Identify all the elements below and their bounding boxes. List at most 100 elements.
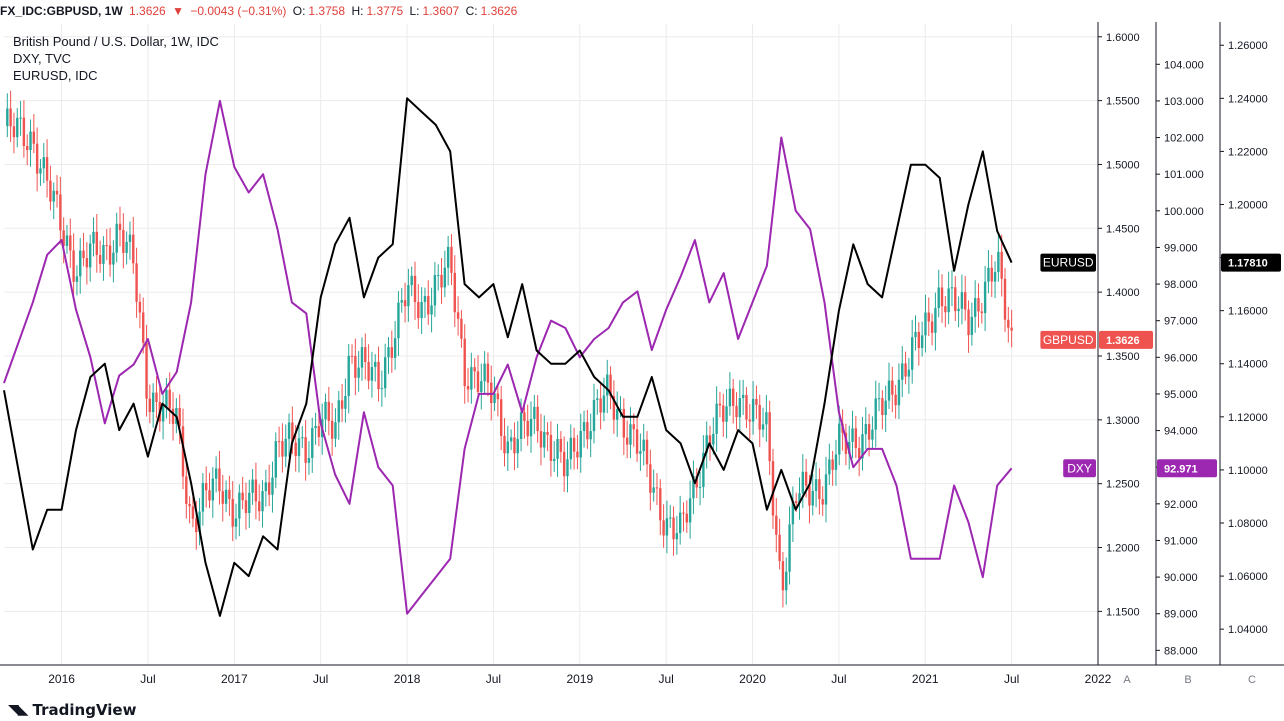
axis-c-tick-label: 1.06000 — [1228, 571, 1268, 583]
gbpusd-candle — [735, 405, 738, 418]
axis-c-tick-label: 1.14000 — [1228, 359, 1268, 371]
gbpusd-candle — [519, 412, 523, 439]
gbpusd-candle — [924, 312, 927, 336]
gbpusd-candle — [927, 312, 930, 322]
gbpusd-candle — [954, 287, 957, 312]
gbpusd-candle — [967, 309, 970, 335]
gbpusd-candle — [102, 245, 105, 264]
gbpusd-candle — [347, 355, 350, 397]
gbpusd-candle — [334, 422, 337, 439]
gbpusd-candle — [821, 499, 824, 505]
gbpusd-candle — [446, 246, 450, 268]
axis-b-tick-label: 99.000 — [1164, 242, 1198, 254]
x-tick-label: 2016 — [48, 672, 75, 686]
gbpusd-candle — [596, 398, 599, 401]
gbpusd-candle — [49, 180, 52, 202]
axis-b-tick-label: 92.000 — [1164, 499, 1198, 511]
axis-b-tick-label: 91.000 — [1164, 535, 1198, 547]
gbpusd-candle — [427, 295, 430, 315]
gbpusd-candle — [516, 438, 519, 454]
plot-area[interactable] — [3, 90, 1013, 617]
gbpusd-candle — [72, 250, 75, 282]
x-tick-label: 2019 — [566, 672, 593, 686]
gbpusd-candle — [287, 422, 291, 439]
gbpusd-candle — [340, 400, 344, 409]
gbpusd-candle — [85, 258, 89, 268]
axis-b-tick-label: 102.000 — [1164, 133, 1204, 145]
gbpusd-candle — [423, 295, 427, 302]
gbpusd-candle — [264, 482, 268, 492]
gbpusd-candle — [188, 504, 191, 507]
gbpusd-candle — [642, 439, 645, 452]
gbpusd-candle — [785, 571, 788, 591]
gbpusd-candle — [59, 194, 62, 231]
gbpusd-candle — [198, 511, 201, 533]
gbpusd-candle — [178, 408, 181, 427]
gbpusd-candle — [562, 451, 566, 477]
chart[interactable]: British Pound / U.S. Dollar, 1W, IDC DXY… — [0, 22, 1284, 699]
gbpusd-candle — [377, 361, 380, 390]
gbpusd-candle — [688, 498, 692, 523]
x-tick-label: 2020 — [739, 672, 766, 686]
price-change: −0.0043 (−0.31%) — [190, 4, 287, 18]
gbpusd-candle — [201, 483, 205, 512]
gbpusd-candle — [307, 457, 311, 463]
gbpusd-candle — [728, 388, 732, 407]
gbpusd-candle — [281, 441, 284, 457]
gbpusd-candle — [506, 441, 510, 454]
footer: ◥◣ TradingView — [0, 699, 1284, 721]
gbpusd-candle — [311, 428, 314, 458]
gbpusd-candle — [32, 131, 36, 144]
gbpusd-candle — [258, 501, 261, 512]
gbpusd-candle — [350, 355, 354, 357]
gbpusd-candle — [407, 285, 410, 307]
axis-b-tick-label: 100.000 — [1164, 206, 1204, 218]
gbpusd-candle — [337, 400, 340, 423]
gbpusd-candle — [804, 471, 808, 486]
gbpusd-candle — [1010, 327, 1013, 331]
legend-gbpusd[interactable]: British Pound / U.S. Dollar, 1W, IDC — [13, 34, 219, 49]
gbpusd-candle — [655, 487, 659, 489]
gbpusd-candle — [360, 347, 364, 368]
gbpusd-candle — [490, 382, 493, 404]
gbpusd-candle — [400, 300, 403, 303]
legend-eurusd[interactable]: EURUSD, IDC — [13, 68, 98, 83]
gbpusd-candle — [88, 243, 92, 268]
gbpusd-candle — [745, 394, 748, 420]
gbpusd-candle — [811, 490, 814, 506]
symbol-title[interactable]: FX_IDC:GBPUSD, 1W — [0, 4, 123, 18]
gbpusd-candle — [380, 388, 384, 390]
gbpusd-candle — [231, 498, 234, 527]
axis-c-tick-label: 1.04000 — [1228, 624, 1268, 636]
axis-b-tick-label: 103.000 — [1164, 96, 1204, 108]
gbpusd-name-tag — [1040, 330, 1096, 349]
gbpusd-candle — [6, 108, 9, 127]
gbpusd-candle — [891, 380, 894, 395]
gbpusd-candle — [917, 331, 921, 349]
gbpusd-candle — [838, 423, 841, 455]
gbpusd-candle — [297, 438, 301, 457]
axis-a-tick-label: 1.2000 — [1106, 543, 1140, 555]
high-label: H: — [351, 4, 364, 18]
gbpusd-candle — [612, 396, 616, 420]
series-labels: GBPUSD 1.3626 DXY 92.971 EURUSD 1.17810 — [1040, 253, 1281, 478]
gbpusd-candle — [52, 190, 55, 202]
gbpusd-candle — [55, 190, 59, 195]
x-tick-label: Jul — [1004, 672, 1019, 686]
gbpusd-candle — [211, 478, 215, 501]
gbpusd-candle — [934, 308, 937, 333]
axis-c-tick-label: 1.16000 — [1228, 306, 1268, 318]
low-value: 1.3607 — [422, 4, 460, 18]
gbpusd-candle — [586, 422, 589, 440]
gbpusd-candle — [75, 276, 79, 282]
gbpusd-candle — [622, 408, 626, 438]
axis-c-tick-label: 1.12000 — [1228, 412, 1268, 424]
gbpusd-candle — [161, 406, 165, 422]
gbpusd-candle — [940, 287, 944, 307]
gbpusd-candle — [857, 448, 861, 459]
legend-dxy[interactable]: DXY, TVC — [13, 51, 71, 66]
gbpusd-candle — [569, 437, 572, 460]
open-label: O: — [292, 4, 306, 18]
gbpusd-candle — [592, 400, 596, 432]
tradingview-logo[interactable]: ◥◣ TradingView — [8, 701, 136, 719]
